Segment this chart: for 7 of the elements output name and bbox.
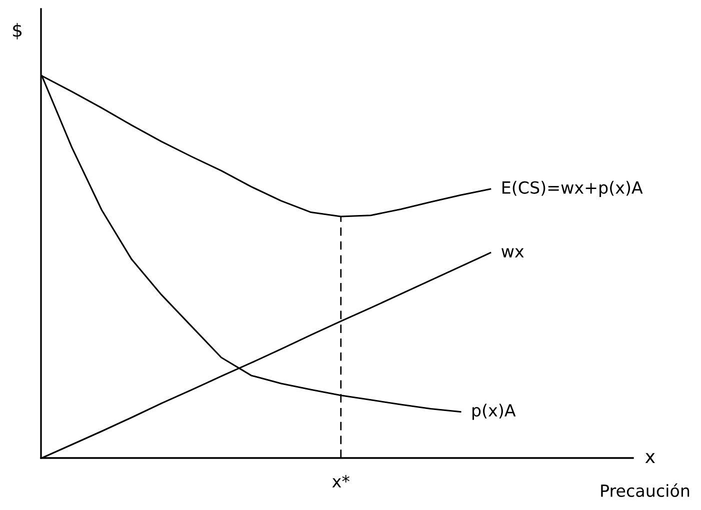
series-label: wx bbox=[502, 248, 524, 258]
text: Precaución bbox=[601, 483, 690, 497]
series-label: E(CS)=wx+p(x)A bbox=[502, 180, 643, 198]
series-label: p(x)A bbox=[472, 404, 516, 420]
y-axis-title: $ bbox=[13, 22, 22, 40]
text: x bbox=[645, 453, 655, 463]
text: x* bbox=[332, 474, 350, 488]
